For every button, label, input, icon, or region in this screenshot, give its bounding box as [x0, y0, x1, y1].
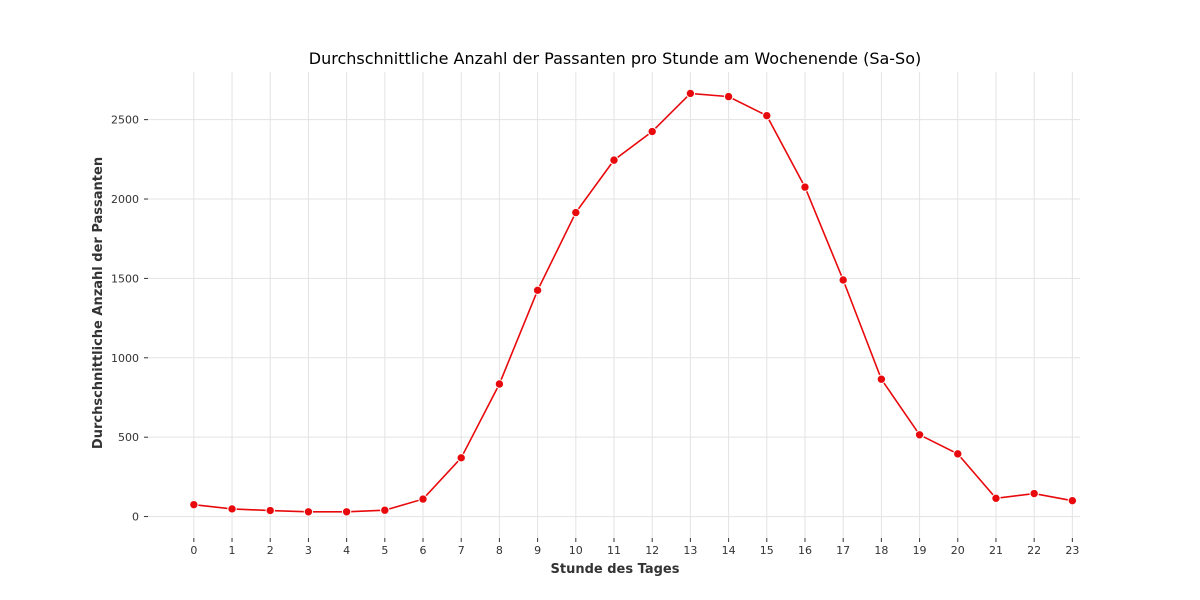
x-tick-label: 15	[760, 544, 774, 557]
y-tick-label: 0	[132, 511, 139, 524]
data-point	[876, 374, 887, 384]
data-point	[227, 504, 237, 514]
x-tick-label: 12	[645, 544, 659, 557]
x-tick-label: 14	[722, 544, 736, 557]
y-tick-label: 2000	[111, 193, 139, 206]
x-tick-label: 13	[683, 544, 697, 557]
data-point	[800, 182, 810, 192]
x-tick-label: 3	[305, 544, 312, 557]
data-point	[914, 430, 925, 440]
x-tick-label: 20	[951, 544, 965, 557]
x-tick-label: 17	[836, 544, 850, 557]
y-axis-label: Durchschnittliche Anzahl der Passanten	[91, 157, 106, 449]
x-tick-label: 11	[607, 544, 621, 557]
data-point	[609, 155, 619, 165]
y-tick-label: 1500	[111, 272, 139, 285]
data-point	[494, 379, 505, 389]
data-point	[456, 453, 466, 463]
x-tick-label: 5	[381, 544, 388, 557]
x-tick-label: 23	[1065, 544, 1079, 557]
data-point	[647, 126, 657, 137]
data-point	[1029, 488, 1039, 499]
data-point	[341, 507, 352, 517]
y-axis-ticks: 0 500 1000 1500 2000 2500	[111, 114, 148, 524]
x-axis-label: Stunde des Tages	[551, 562, 680, 577]
y-tick-label: 1000	[111, 352, 139, 365]
chart-title: Durchschnittliche Anzahl der Passanten p…	[309, 49, 921, 68]
series-markers	[189, 88, 1078, 517]
data-point	[380, 505, 390, 515]
data-point	[685, 88, 696, 99]
x-tick-label: 4	[343, 544, 350, 557]
data-point	[723, 91, 734, 102]
x-tick-label: 10	[569, 544, 583, 557]
x-tick-label: 18	[874, 544, 888, 557]
x-tick-label: 8	[496, 544, 503, 557]
y-tick-label: 2500	[111, 114, 139, 127]
series-line	[193, 92, 1073, 513]
data-point	[189, 499, 199, 510]
data-point	[953, 449, 963, 459]
x-tick-label: 21	[989, 544, 1003, 557]
x-tick-label: 7	[458, 544, 465, 557]
data-point	[418, 494, 428, 504]
x-tick-label: 1	[229, 544, 236, 557]
x-tick-label: 0	[190, 544, 197, 557]
data-point	[838, 275, 848, 285]
data-point	[762, 110, 772, 121]
data-point	[571, 207, 581, 218]
data-point	[265, 505, 275, 516]
x-tick-label: 2	[267, 544, 274, 557]
grid	[148, 72, 1080, 538]
x-tick-label: 19	[913, 544, 927, 557]
y-tick-label: 500	[118, 431, 139, 444]
data-point	[532, 285, 543, 296]
x-axis-ticks: 0 1 2 3 4 5 6 7 8 9 10 11 12 13 14 15 16 17 18 19 20 21 22 23	[190, 538, 1079, 557]
x-tick-label: 16	[798, 544, 812, 557]
x-tick-label: 9	[534, 544, 541, 557]
data-point	[303, 507, 314, 517]
x-tick-label: 22	[1027, 544, 1041, 557]
data-point	[1067, 495, 1078, 506]
data-point	[991, 493, 1001, 504]
x-tick-label: 6	[420, 544, 427, 557]
